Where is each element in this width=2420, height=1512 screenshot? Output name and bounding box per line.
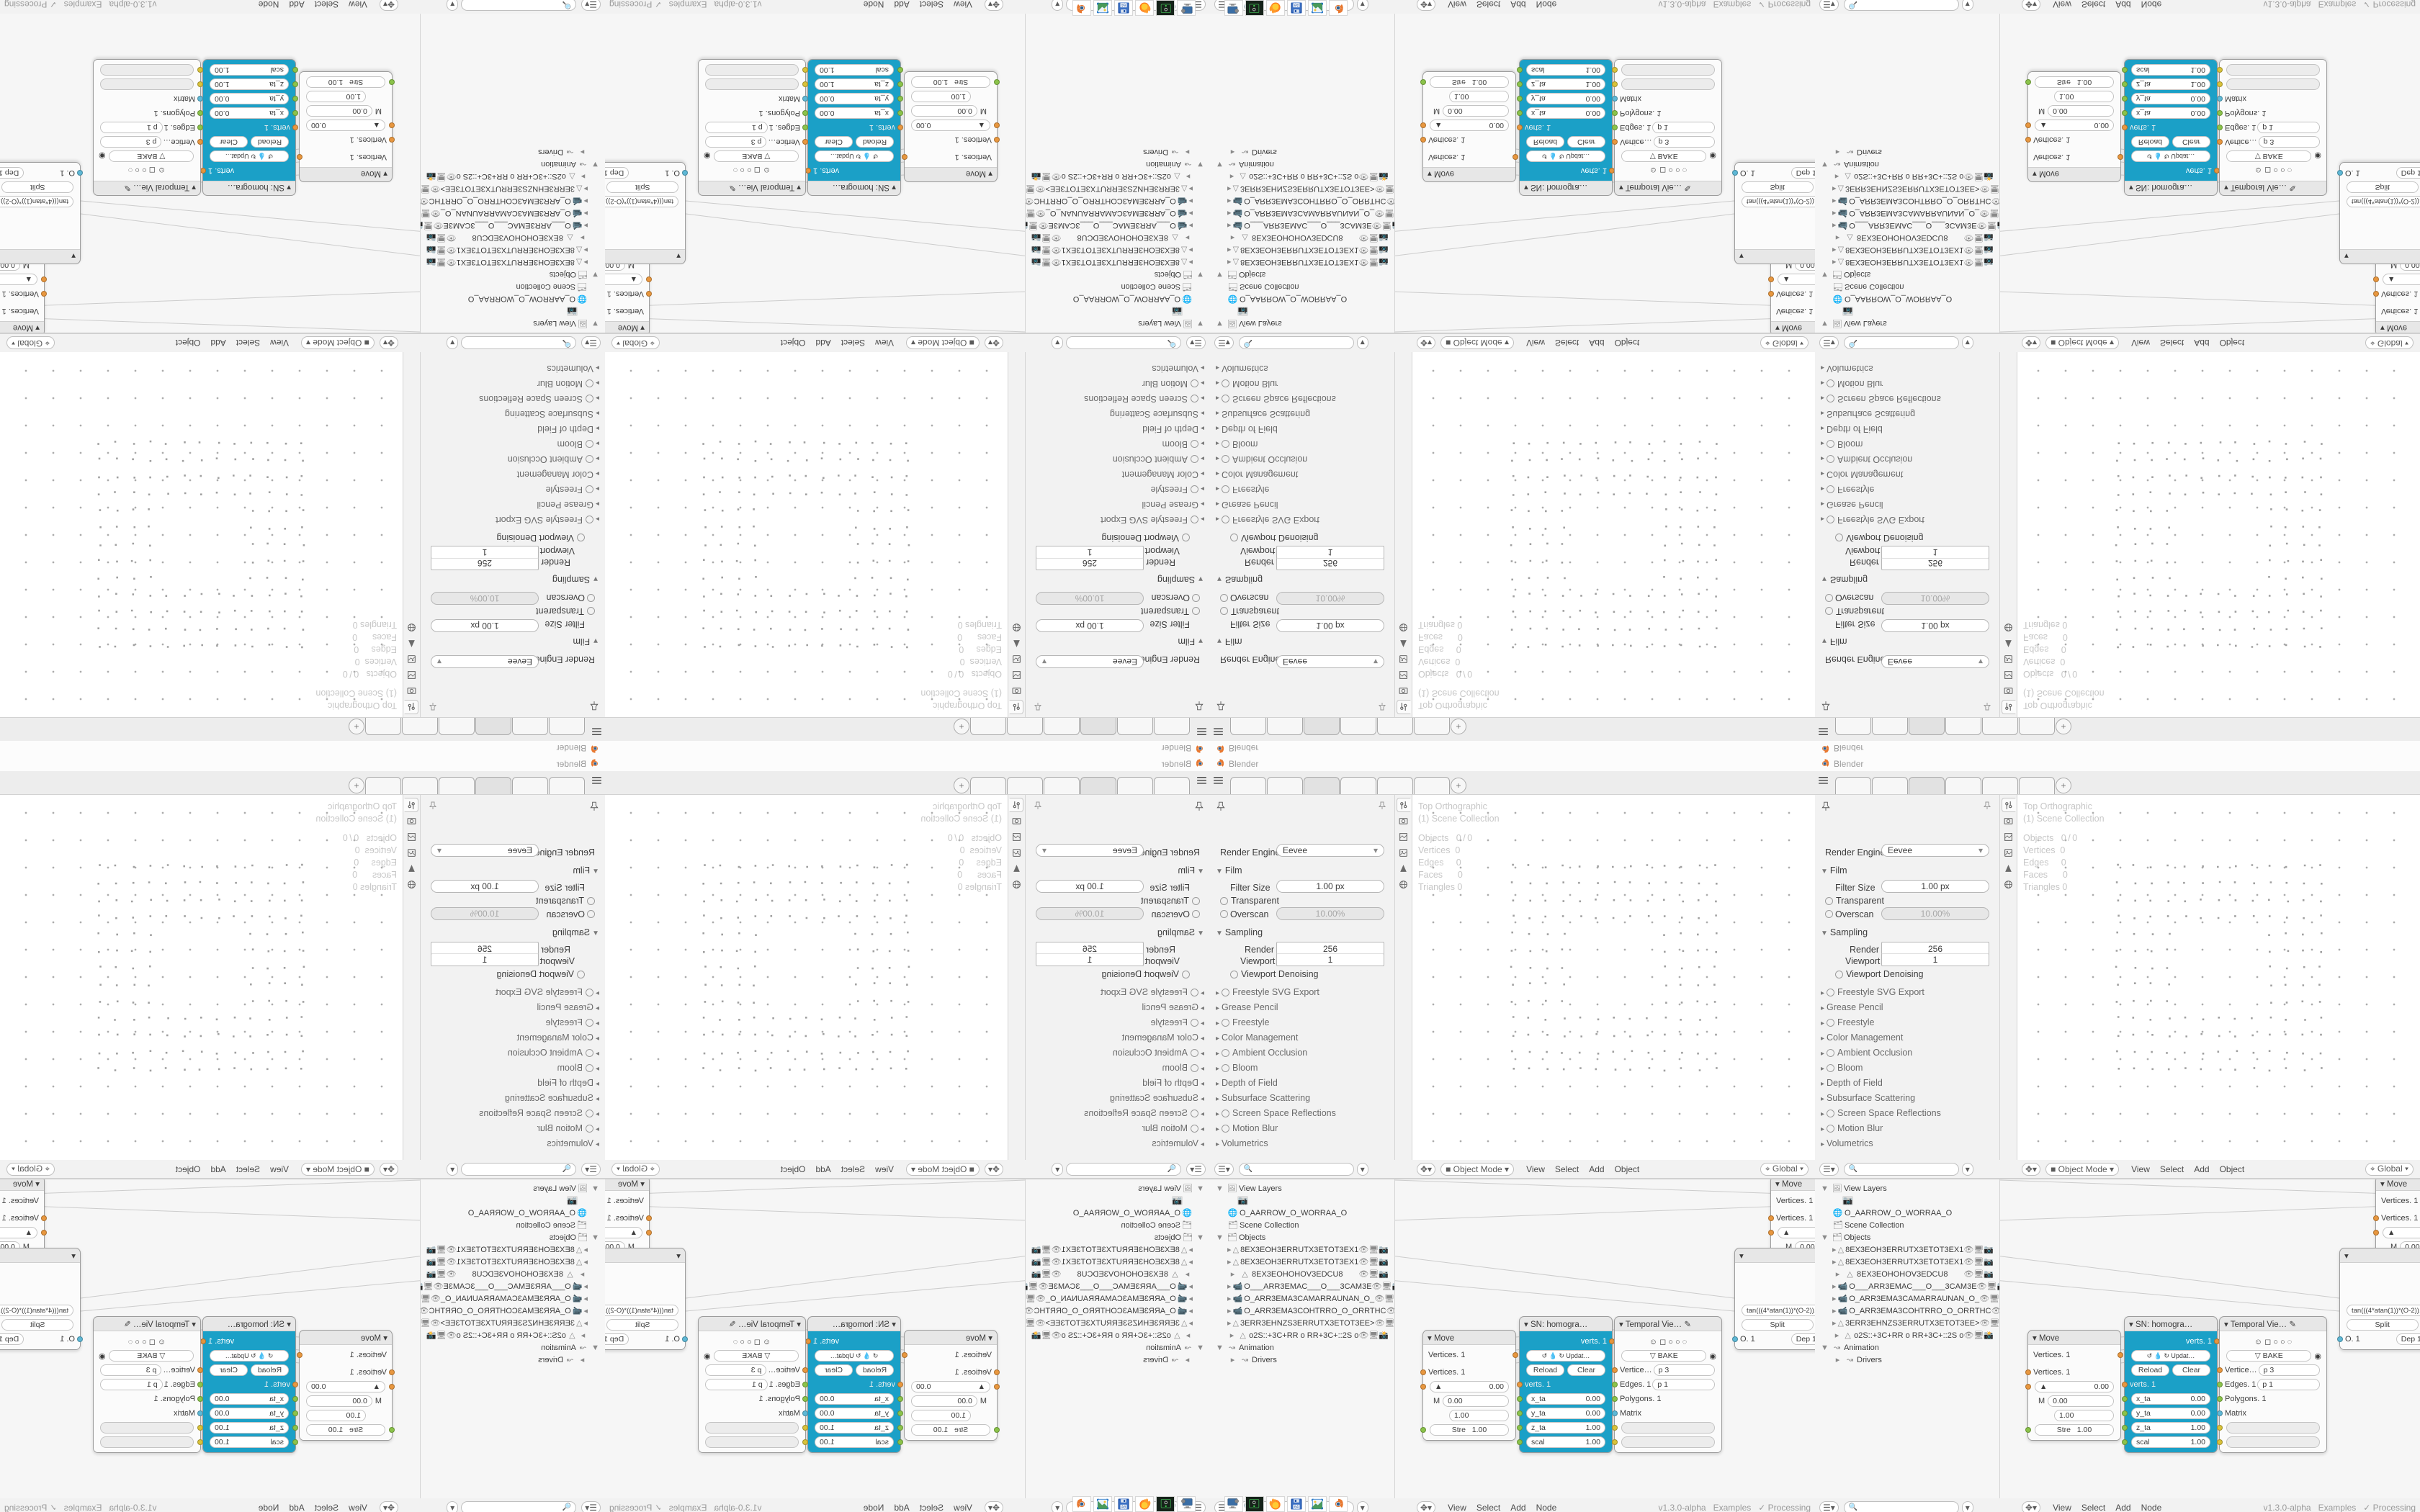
svg-text:64: 64 [1294,2,1299,6]
svg-text:64: 64 [1121,1506,1126,1510]
svg-text:64: 64 [1294,1506,1299,1510]
svg-text:64: 64 [1121,2,1126,6]
